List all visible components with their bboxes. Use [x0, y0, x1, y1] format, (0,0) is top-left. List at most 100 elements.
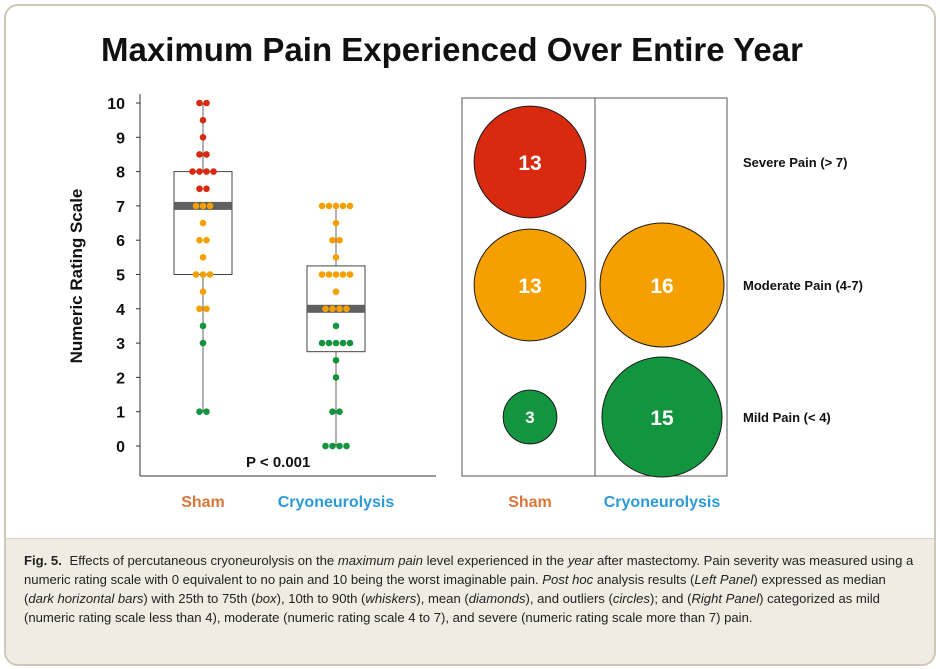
data-point [336, 408, 343, 416]
data-point [203, 151, 210, 158]
data-point [332, 339, 340, 347]
data-point [339, 339, 347, 347]
data-point [203, 185, 210, 193]
data-point [322, 442, 329, 450]
data-point [318, 202, 326, 210]
data-point [196, 168, 203, 175]
caption-text: ) expressed as median ( [24, 572, 886, 606]
data-point [203, 305, 210, 313]
bubble [473, 228, 587, 342]
data-point [325, 339, 333, 347]
data-point [332, 288, 340, 295]
figure-frame: Maximum Pain Experienced Over Entire Yea… [4, 4, 936, 666]
data-point [199, 219, 207, 227]
data-point [206, 271, 214, 278]
caption-text: analysis results ( [593, 572, 695, 587]
caption-emphasis: box [255, 591, 277, 606]
data-point [192, 202, 200, 210]
data-point [199, 254, 207, 261]
data-point [199, 202, 207, 210]
data-point [192, 271, 200, 278]
y-tick-label: 4 [116, 302, 125, 319]
data-point [199, 116, 207, 124]
caption-emphasis: Post hoc [542, 572, 594, 587]
data-point [346, 271, 354, 278]
data-point [339, 271, 347, 278]
data-point [336, 442, 343, 450]
data-point [318, 271, 326, 278]
pain-category-label: Moderate Pain (4-7) [743, 278, 863, 293]
data-point [346, 202, 354, 210]
pain-category-label: Severe Pain (> 7) [743, 155, 847, 170]
caption-text: after mastectomy. Pain severity was meas… [24, 553, 914, 587]
data-point [203, 99, 210, 107]
data-point [332, 271, 340, 278]
data-point [189, 168, 196, 175]
caption-text: level experienced in the [422, 553, 568, 568]
data-point [196, 151, 203, 158]
caption-emphasis: Left Panel [694, 572, 754, 587]
data-point [206, 202, 214, 210]
data-point [332, 254, 340, 261]
caption-emphasis: maximum pain [337, 553, 423, 568]
data-point [318, 339, 326, 347]
data-point [210, 168, 217, 175]
bubble-count-label: 15 [650, 407, 674, 430]
data-point [343, 305, 350, 313]
median-bar [307, 304, 365, 313]
data-point [199, 339, 207, 347]
data-point [199, 134, 207, 141]
data-point [339, 202, 347, 210]
data-point [332, 374, 340, 381]
bubble [473, 105, 587, 219]
y-tick-label: 6 [116, 233, 125, 250]
y-tick-label: 10 [107, 96, 125, 113]
data-point [332, 322, 340, 330]
data-point [199, 271, 207, 278]
bubble-count-label: 16 [650, 275, 673, 298]
data-point [332, 202, 340, 210]
data-point [329, 305, 336, 313]
bubble-count-label: 13 [518, 275, 541, 298]
caption-emphasis: year [567, 553, 594, 568]
data-point [196, 185, 203, 193]
data-point [196, 408, 203, 416]
y-tick-label: 0 [116, 439, 125, 456]
y-tick-label: 5 [116, 268, 125, 285]
data-point [203, 408, 210, 416]
y-tick-label: 8 [116, 165, 125, 182]
data-point [199, 288, 207, 295]
data-point [346, 339, 354, 347]
x-category-label: Sham [181, 494, 225, 511]
data-point [199, 322, 207, 330]
data-point [325, 271, 333, 278]
caption-emphasis: diamonds [468, 591, 526, 606]
y-tick-label: 7 [116, 199, 125, 216]
y-tick-label: 2 [116, 370, 125, 387]
data-point [336, 305, 343, 313]
y-tick-label: 3 [116, 336, 125, 353]
caption-text: ), 10th to 90th ( [276, 591, 366, 606]
data-point [196, 99, 203, 107]
caption-box: Fig. 5. Effects of percutaneous cryoneur… [6, 538, 934, 664]
data-point [196, 236, 203, 244]
data-point [329, 236, 336, 244]
caption-emphasis: Right Panel [691, 591, 760, 606]
caption-label: Fig. 5. [24, 553, 62, 568]
data-point [329, 442, 336, 450]
bubble [601, 356, 723, 478]
data-point [332, 356, 340, 364]
data-point [329, 408, 336, 416]
data-point [343, 442, 350, 450]
caption-text: ) categorized as mild (numeric rating sc… [24, 591, 880, 625]
caption-text: ); and ( [649, 591, 692, 606]
caption-text: ), and outliers ( [525, 591, 613, 606]
bubble [502, 389, 558, 445]
chart-title: Maximum Pain Experienced Over Entire Yea… [101, 31, 803, 68]
figure-caption: Fig. 5. Effects of percutaneous cryoneur… [24, 551, 918, 627]
data-point [325, 202, 333, 210]
data-point [336, 236, 343, 244]
data-point [332, 219, 340, 227]
caption-text: ), mean ( [416, 591, 469, 606]
p-value-annotation: P < 0.001 [246, 454, 310, 471]
